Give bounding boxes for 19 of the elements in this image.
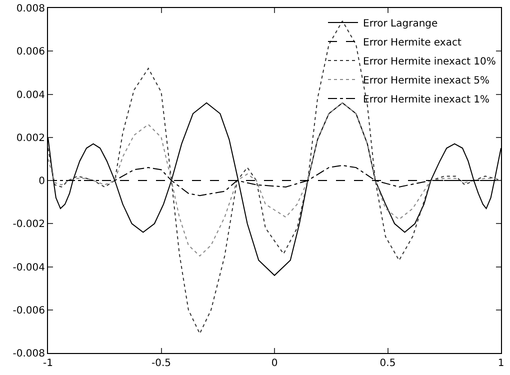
- x-tick-label: 1: [498, 358, 504, 369]
- y-tick-label: 0.002: [16, 132, 45, 144]
- x-tick-label: -1: [43, 358, 53, 369]
- x-tick-label: 0: [271, 358, 278, 369]
- legend-label: Error Hermite inexact 10%: [363, 56, 496, 68]
- x-tick-label: 0.5: [380, 358, 396, 369]
- y-tick-label: -0.006: [12, 305, 45, 316]
- legend-label: Error Lagrange: [363, 18, 438, 30]
- y-tick-label: 0.004: [16, 90, 45, 101]
- y-tick-label: 0.006: [16, 46, 45, 58]
- y-tick-label: -0.008: [12, 348, 45, 360]
- legend-label: Error Hermite inexact 1%: [363, 94, 490, 106]
- y-tick-label: -0.004: [12, 262, 45, 274]
- x-tick-label: -0.5: [151, 358, 172, 369]
- y-tick-label: 0.008: [16, 4, 45, 14]
- y-tick-label: 0: [38, 176, 45, 187]
- legend-label: Error Hermite inexact 5%: [363, 75, 490, 86]
- legend-label: Error Hermite exact: [363, 37, 462, 48]
- y-tick-label: -0.002: [12, 219, 45, 230]
